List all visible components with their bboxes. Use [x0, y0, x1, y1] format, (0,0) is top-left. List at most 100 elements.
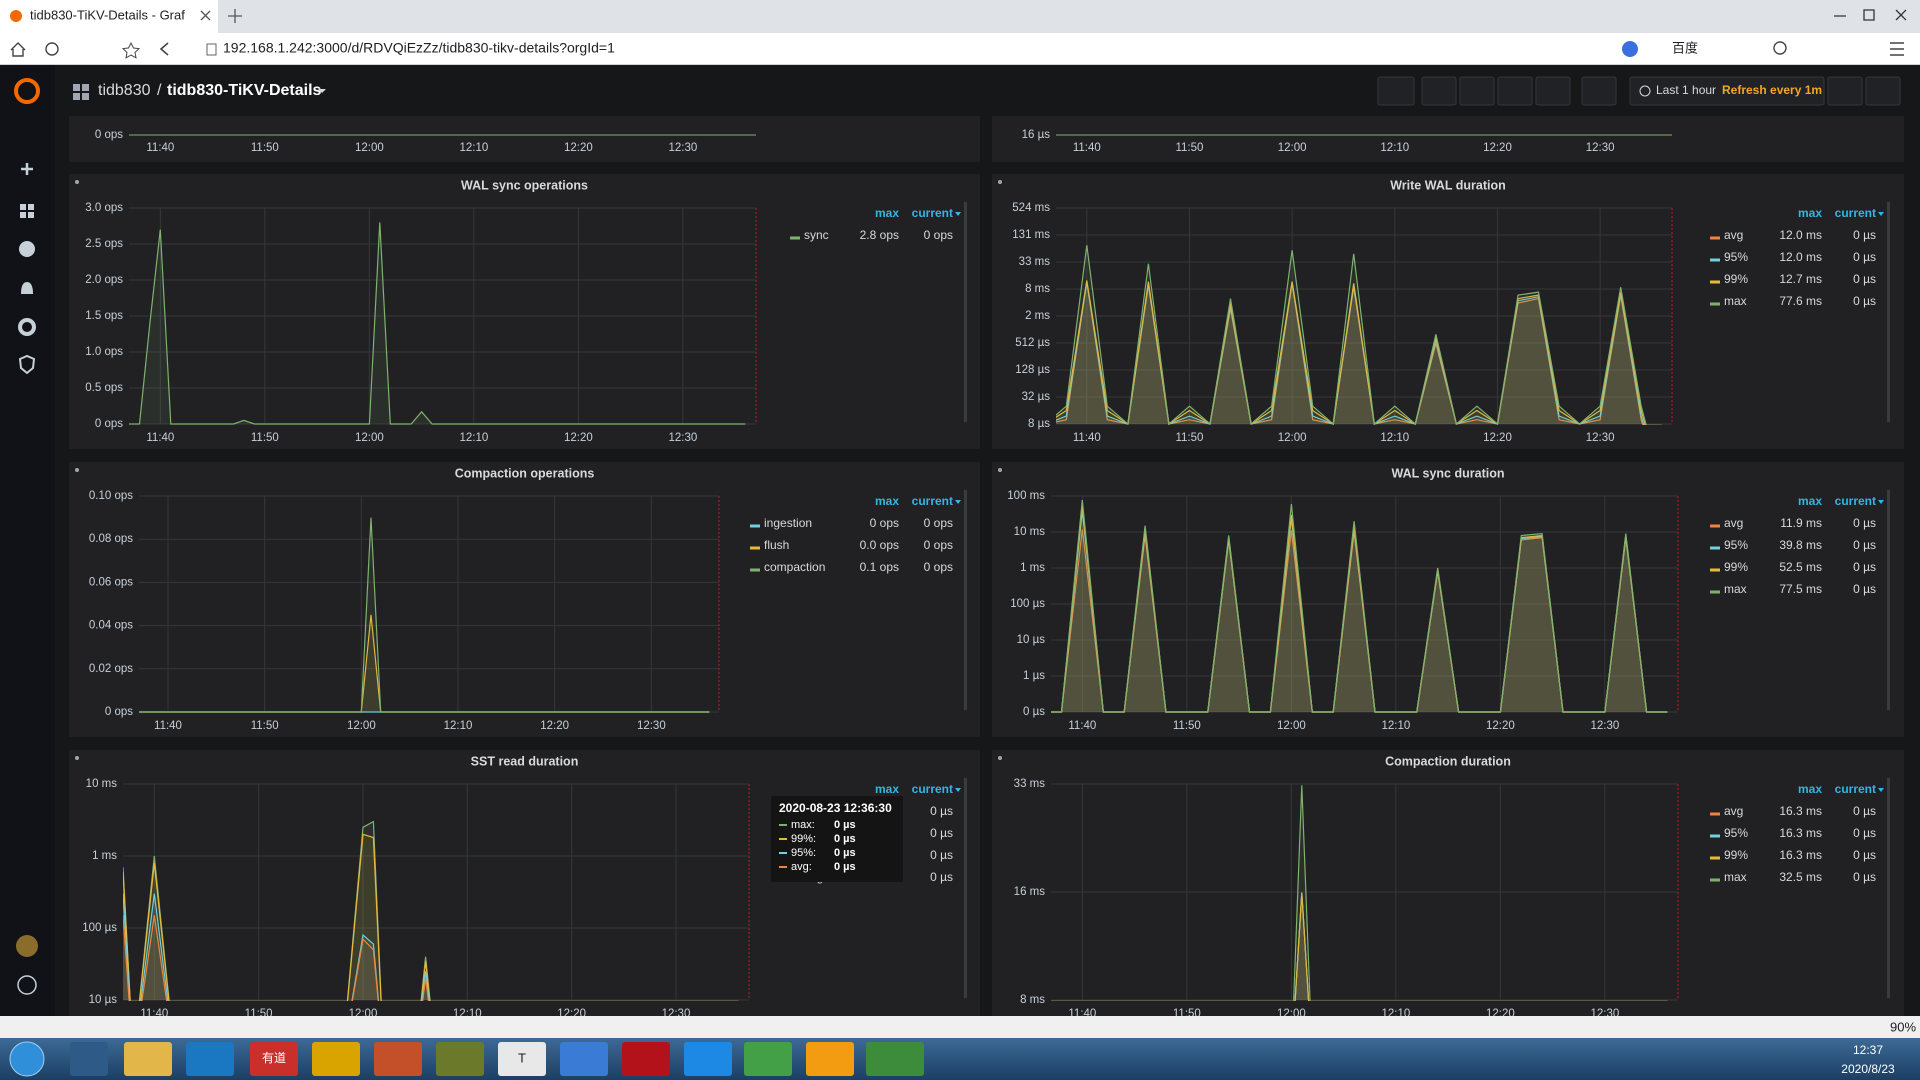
clock-date[interactable]: 2020/8/23: [1841, 1062, 1895, 1076]
app-icon[interactable]: [124, 1042, 172, 1076]
legend-header: max: [875, 494, 899, 508]
y-tick-label: 2.5 ops: [85, 238, 123, 250]
star-button[interactable]: [1421, 76, 1457, 106]
time-picker[interactable]: [1629, 76, 1825, 106]
panel-title: Write WAL duration: [1390, 178, 1506, 192]
tv-mode-button[interactable]: [1581, 76, 1617, 106]
y-tick-label: 0.06 ops: [89, 576, 133, 588]
help-icon[interactable]: [17, 975, 37, 995]
legend-name[interactable]: 99%: [1724, 272, 1748, 286]
app-icon[interactable]: [312, 1042, 360, 1076]
time-range[interactable]: Last 1 hour: [1656, 83, 1716, 97]
tab-close[interactable]: [200, 10, 211, 21]
legend-value: 0.0 ops: [860, 538, 899, 552]
y-tick-label: 0.02 ops: [89, 663, 133, 675]
app-icon[interactable]: [806, 1042, 854, 1076]
home-button[interactable]: [10, 42, 26, 57]
menu-button[interactable]: [1890, 42, 1904, 56]
x-tick-label: 12:30: [1586, 432, 1615, 444]
explore-icon[interactable]: [19, 241, 35, 257]
app-icon[interactable]: [744, 1042, 792, 1076]
alerting-icon[interactable]: [21, 282, 33, 294]
create-icon[interactable]: [21, 163, 33, 175]
legend-name[interactable]: ingestion: [764, 516, 812, 530]
dashboards-icon[interactable]: [20, 204, 34, 218]
add-panel-button[interactable]: [1377, 76, 1415, 106]
x-tick-label: 12:00: [1277, 720, 1306, 732]
panel-info-icon: [75, 180, 79, 184]
x-tick-label: 12:30: [1590, 720, 1619, 732]
back-button[interactable]: [159, 42, 169, 56]
app-icon[interactable]: [498, 1042, 546, 1076]
app-icon[interactable]: [684, 1042, 732, 1076]
app-icon[interactable]: [186, 1042, 234, 1076]
url-text[interactable]: 192.168.1.242:3000/d/RDVQiEzZz/tidb830-t…: [223, 40, 615, 56]
y-tick-label: 131 ms: [1012, 229, 1050, 241]
zoom-level[interactable]: 90%: [1890, 1019, 1916, 1034]
shield-icon[interactable]: [18, 354, 36, 375]
y-tick-label: 1.5 ops: [85, 310, 123, 322]
search-engine[interactable]: 百度: [1672, 40, 1698, 55]
x-tick-label: 12:20: [1486, 720, 1515, 732]
search-engine-icon[interactable]: [1622, 41, 1638, 57]
legend-name[interactable]: max: [1724, 294, 1747, 308]
config-icon[interactable]: [18, 318, 36, 336]
x-tick-label: 11:50: [251, 142, 279, 154]
legend-name[interactable]: avg: [1724, 516, 1743, 530]
app-icon[interactable]: [866, 1042, 924, 1076]
app-icon[interactable]: [70, 1042, 108, 1076]
x-tick-label: 11:40: [1073, 142, 1101, 154]
plot-area: [139, 517, 710, 713]
folder-name[interactable]: tidb830: [98, 82, 151, 99]
start-button[interactable]: [9, 1041, 45, 1077]
page-icon: [206, 43, 217, 56]
active-tab[interactable]: [0, 0, 218, 33]
app-icon[interactable]: [560, 1042, 608, 1076]
legend-name[interactable]: 95%: [1724, 250, 1748, 264]
panel-background: [69, 116, 980, 162]
clock-time[interactable]: 12:37: [1853, 1043, 1883, 1057]
settings-button[interactable]: [1535, 76, 1571, 106]
legend-name[interactable]: max: [1724, 582, 1747, 596]
app-icon[interactable]: [374, 1042, 422, 1076]
refresh-interval[interactable]: Refresh every 1m: [1722, 83, 1822, 97]
legend-name[interactable]: sync: [804, 228, 829, 242]
y-tick-label: 1.0 ops: [85, 346, 123, 358]
app-icon[interactable]: [436, 1042, 484, 1076]
y-tick-label: 2 ms: [1025, 310, 1050, 322]
legend-value: 0 µs: [1853, 870, 1876, 884]
legend-header: max: [1798, 206, 1822, 220]
dashboard-dropdown[interactable]: [318, 89, 326, 93]
app-icon[interactable]: [622, 1042, 670, 1076]
x-tick-label: 12:30: [668, 142, 697, 154]
legend-name[interactable]: 99%: [1724, 848, 1748, 862]
app-icon[interactable]: [250, 1042, 298, 1076]
save-button[interactable]: [1497, 76, 1533, 106]
toolbar-buttons: [1377, 76, 1901, 106]
share-button[interactable]: [1459, 76, 1495, 106]
legend-name[interactable]: 95%: [1724, 538, 1748, 552]
y-tick-label: 8 ms: [1025, 283, 1050, 295]
sort-caret: [1878, 212, 1884, 216]
legend-name[interactable]: avg: [1724, 804, 1743, 818]
bookmark-button[interactable]: [121, 41, 141, 59]
search-button[interactable]: [1773, 41, 1787, 55]
legend-name[interactable]: max: [1724, 870, 1747, 884]
dashboard-title[interactable]: tidb830-TiKV-Details: [167, 82, 322, 99]
grafana-logo[interactable]: [14, 78, 40, 104]
legend-name[interactable]: 95%: [1724, 826, 1748, 840]
reload-button[interactable]: [45, 42, 59, 56]
refresh-button[interactable]: [1865, 76, 1901, 106]
legend-name[interactable]: 99%: [1724, 560, 1748, 574]
panel-title: SST read duration: [471, 754, 579, 768]
y-tick-label: 0.08 ops: [89, 533, 133, 545]
zoom-out-button[interactable]: [1827, 76, 1863, 106]
legend-name[interactable]: avg: [1724, 228, 1743, 242]
window-controls[interactable]: [1834, 9, 1907, 21]
legend-name[interactable]: flush: [764, 538, 789, 552]
legend-name[interactable]: compaction: [764, 560, 825, 574]
user-avatar[interactable]: [16, 935, 38, 957]
legend-value: 0 ops: [924, 228, 953, 242]
new-tab[interactable]: [228, 9, 242, 23]
